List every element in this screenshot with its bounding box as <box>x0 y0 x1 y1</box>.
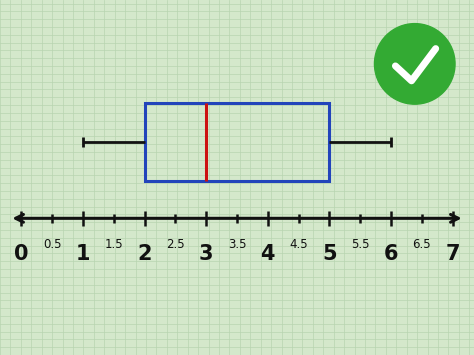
Text: 2.5: 2.5 <box>166 238 185 251</box>
Text: 7: 7 <box>446 244 460 264</box>
Ellipse shape <box>374 24 455 104</box>
Text: 4.5: 4.5 <box>289 238 308 251</box>
Text: 0: 0 <box>14 244 28 264</box>
Text: 2: 2 <box>137 244 152 264</box>
Text: 6: 6 <box>384 244 398 264</box>
Text: 3.5: 3.5 <box>228 238 246 251</box>
Text: 5: 5 <box>322 244 337 264</box>
Text: 6.5: 6.5 <box>412 238 431 251</box>
Bar <box>145 103 329 181</box>
Text: 5.5: 5.5 <box>351 238 370 251</box>
Text: 1.5: 1.5 <box>104 238 123 251</box>
Text: 4: 4 <box>261 244 275 264</box>
Text: 3: 3 <box>199 244 213 264</box>
Text: 1: 1 <box>76 244 90 264</box>
Text: 0.5: 0.5 <box>43 238 62 251</box>
